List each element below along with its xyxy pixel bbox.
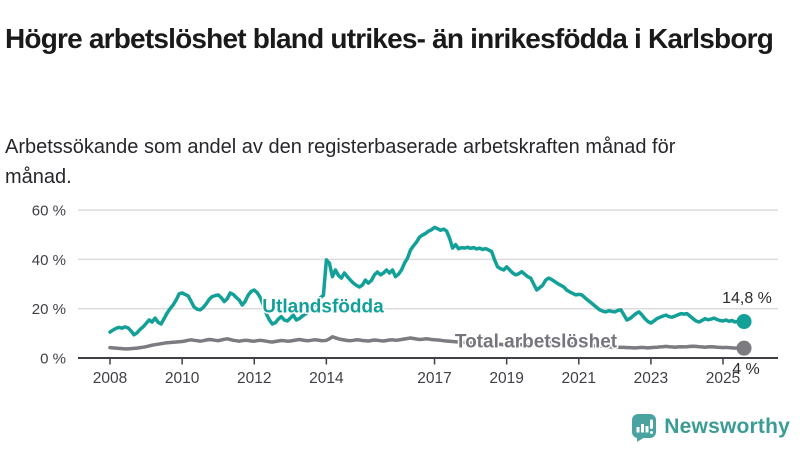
x-tick-label: 2017 (417, 370, 451, 387)
line-chart: 0 % 20 % 40 % 60 % 2008 2010 2012 2014 2017 2019 2… (32, 203, 778, 387)
series-end-dot-utlandsfodda (736, 314, 752, 330)
chart-title: Högre arbetslöshet bland utrikes- än inr… (5, 22, 774, 54)
newsworthy-logo: Newsworthy (631, 412, 790, 442)
x-tick-label: 2010 (165, 370, 200, 387)
x-tick-label: 2012 (237, 370, 271, 387)
x-tick-label: 2025 (706, 370, 740, 387)
series-line-total (108, 335, 746, 351)
y-tick-label: 60 % (32, 203, 66, 220)
series-end-value-utlandsfodda: 14,8 % (722, 290, 772, 307)
x-tick-label: 2019 (489, 370, 523, 387)
y-tick-label: 20 % (32, 301, 66, 318)
x-tick-label: 2014 (309, 370, 344, 387)
x-tick-label: 2023 (634, 370, 668, 387)
y-tick-label: 40 % (32, 252, 66, 269)
y-tick-label: 0 % (40, 351, 66, 368)
series-label-total: Total arbetslöshet (455, 332, 618, 353)
newsworthy-wordmark: Newsworthy (664, 415, 790, 438)
series-end-value-total: 4 % (732, 361, 760, 378)
series-end-dot-total (736, 340, 752, 356)
x-tick-label: 2021 (562, 370, 596, 387)
newsworthy-bar-chart-bubble-icon (632, 414, 657, 442)
series-label-utlandsfodda: Utlandsfödda (262, 297, 384, 318)
chart-subtitle: Arbetssökande som andel av den registerb… (5, 136, 676, 188)
series-line-utlandsfodda (108, 225, 746, 337)
x-tick-label: 2008 (93, 370, 127, 387)
